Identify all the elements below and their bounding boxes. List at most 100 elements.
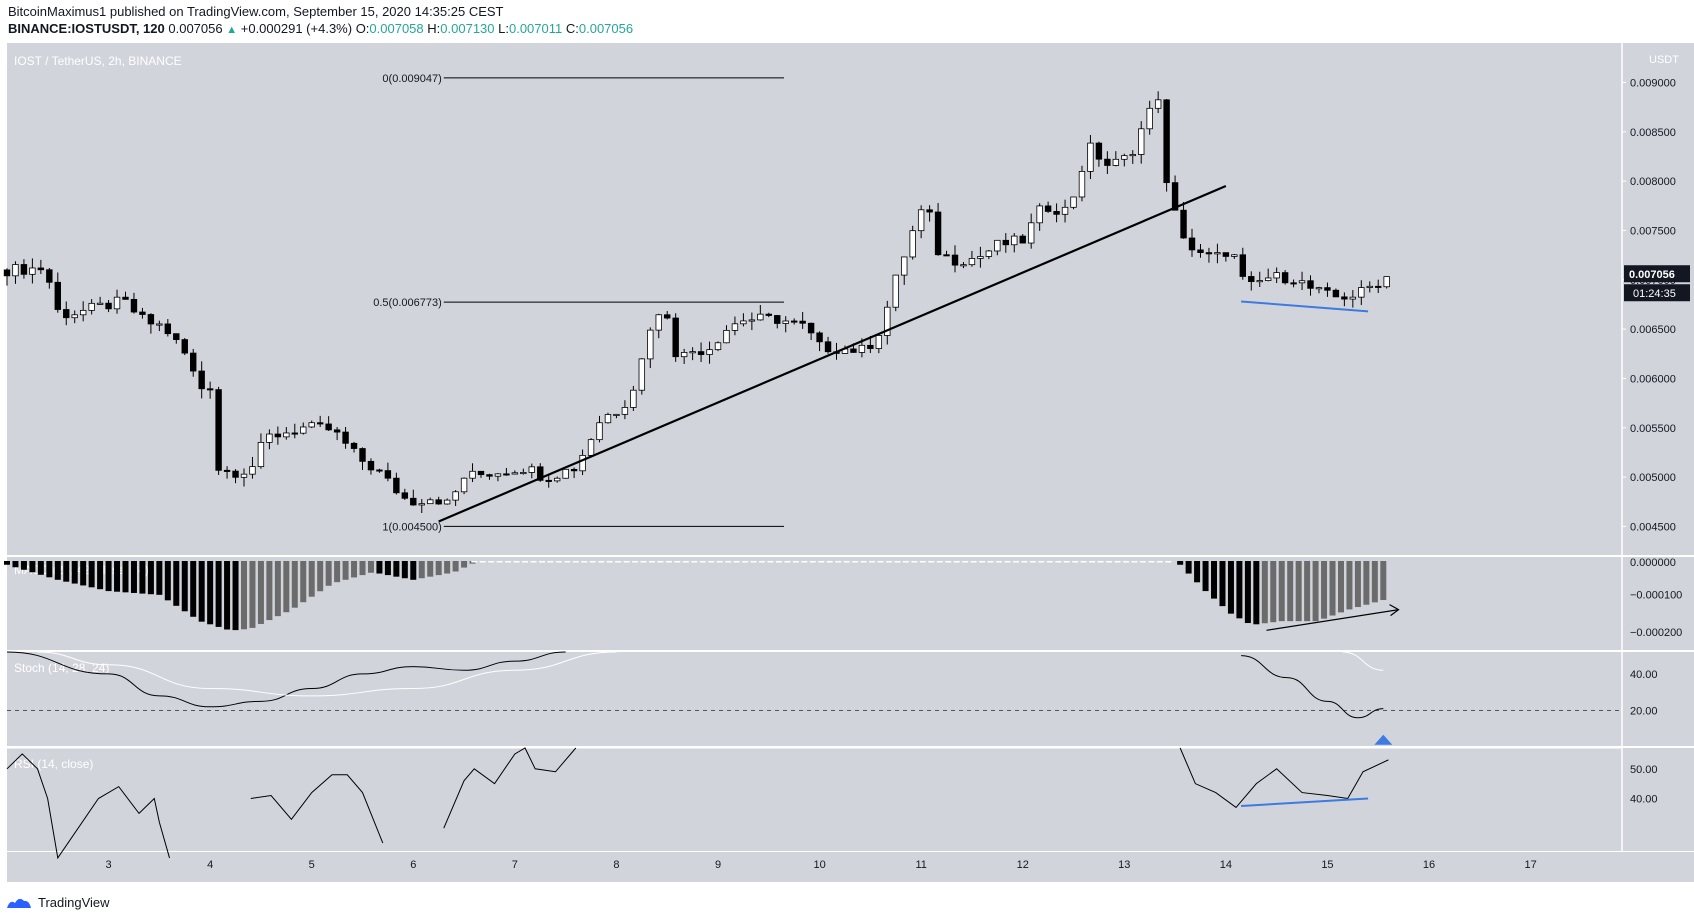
- price-axis-label: 0.007500: [1630, 225, 1676, 237]
- macd-histogram-bar: [207, 561, 214, 625]
- macd-zero-bar: [852, 561, 859, 563]
- macd-histogram-bar: [122, 561, 129, 593]
- macd-histogram-bar: [71, 561, 78, 584]
- candle-body: [223, 469, 231, 472]
- candle-body: [1290, 282, 1297, 285]
- candle-body: [257, 441, 265, 468]
- candle-body: [1256, 280, 1263, 283]
- candle-body: [638, 358, 646, 391]
- macd-histogram-bar: [164, 561, 171, 601]
- price-axis-background-macd: [1622, 557, 1694, 651]
- macd-histogram-bar: [224, 561, 231, 630]
- candle-body: [587, 439, 595, 456]
- macd-zero-bar: [623, 561, 630, 563]
- macd-histogram-bar: [1371, 561, 1378, 603]
- stoch-axis-label: 20.00: [1630, 705, 1658, 717]
- candle-body: [1349, 296, 1357, 300]
- candle-body: [37, 267, 45, 271]
- candle-body: [1011, 235, 1018, 246]
- macd-histogram-bar: [452, 561, 459, 572]
- macd-zero-bar: [547, 561, 554, 563]
- macd-zero-bar: [657, 561, 664, 563]
- macd-histogram-bar: [190, 561, 197, 617]
- macd-histogram-bar: [1354, 561, 1361, 608]
- ascending-trendline: [438, 185, 1227, 523]
- macd-histogram-bar: [317, 561, 324, 592]
- rsi-line: [6, 753, 170, 860]
- candle-body: [748, 319, 756, 322]
- macd-zero-bar: [996, 561, 1003, 563]
- candle-body: [1375, 285, 1382, 288]
- candle-body: [300, 426, 307, 434]
- candle-body: [435, 499, 442, 505]
- time-axis-label: 14: [1220, 859, 1232, 871]
- candle-body: [1112, 158, 1120, 166]
- candle-body: [1053, 211, 1060, 215]
- macd-histogram-bar: [384, 561, 391, 576]
- macd-histogram-bar: [232, 561, 239, 631]
- macd-histogram-bar: [410, 561, 417, 580]
- candle-body: [1197, 249, 1204, 253]
- candle-body: [1180, 209, 1187, 239]
- macd-zero-bar: [826, 561, 833, 563]
- macd-zero-bar: [843, 561, 850, 563]
- macd-zero-bar: [488, 561, 495, 563]
- candle-body: [579, 454, 586, 472]
- time-axis-label: 9: [715, 859, 721, 871]
- fib-level-label: 0(0.009047): [382, 73, 441, 85]
- pane-title-stoch: Stoch (14, 28, 24): [14, 661, 109, 675]
- macd-zero-bar: [936, 561, 943, 563]
- candle-body: [909, 230, 916, 258]
- macd-zero-bar: [809, 561, 816, 563]
- candle-body: [1171, 182, 1179, 211]
- macd-zero-bar: [1106, 561, 1113, 563]
- macd-histogram-bar: [401, 561, 408, 579]
- macd-histogram-bar: [1337, 561, 1344, 613]
- candle-body: [266, 433, 273, 443]
- axis-unit-label: USDT: [1649, 54, 1679, 66]
- candle-body: [782, 320, 789, 324]
- macd-zero-bar: [860, 561, 867, 563]
- candle-body: [206, 388, 214, 391]
- candle-body: [240, 473, 248, 478]
- macd-histogram-bar: [1321, 561, 1328, 619]
- macd-histogram-bar: [12, 561, 19, 568]
- macd-zero-bar: [869, 561, 876, 563]
- last-price-badge: [1624, 265, 1690, 283]
- candle-body: [401, 492, 409, 499]
- macd-histogram-bar: [1211, 561, 1218, 599]
- candle-body: [503, 473, 510, 476]
- open-value: 0.007058: [369, 21, 424, 36]
- price-change: +0.000291 (+4.3%): [240, 21, 353, 36]
- candle-body: [875, 335, 883, 349]
- candle-body: [765, 313, 772, 316]
- candle-body: [1087, 142, 1094, 172]
- support-line: [1241, 300, 1369, 313]
- candle-body: [689, 351, 696, 354]
- candle-body: [731, 323, 739, 331]
- macd-zero-bar: [962, 561, 969, 563]
- candle-body: [1281, 272, 1289, 284]
- candle-body: [1298, 280, 1306, 284]
- candle-body: [325, 423, 332, 431]
- candle-body: [376, 469, 383, 472]
- macd-zero-bar: [674, 561, 681, 563]
- macd-zero-bar: [877, 561, 884, 563]
- macd-zero-bar: [699, 561, 706, 563]
- candle-body: [858, 344, 866, 353]
- pane-background-macd: [7, 557, 1622, 651]
- macd-zero-bar: [640, 561, 647, 563]
- macd-histogram-bar: [1270, 561, 1277, 623]
- candle-body: [427, 499, 434, 505]
- candle-body: [494, 473, 502, 477]
- candle-body: [630, 389, 637, 408]
- macd-zero-bar: [1139, 561, 1146, 563]
- candle-body: [1078, 171, 1086, 198]
- price-axis-label: 0.005000: [1630, 472, 1676, 484]
- candle-body: [164, 323, 172, 335]
- price-axis-label: 0.005500: [1630, 423, 1676, 435]
- macd-zero-bar: [767, 561, 774, 563]
- macd-histogram-bar: [173, 561, 180, 606]
- macd-histogram-bar: [147, 561, 154, 595]
